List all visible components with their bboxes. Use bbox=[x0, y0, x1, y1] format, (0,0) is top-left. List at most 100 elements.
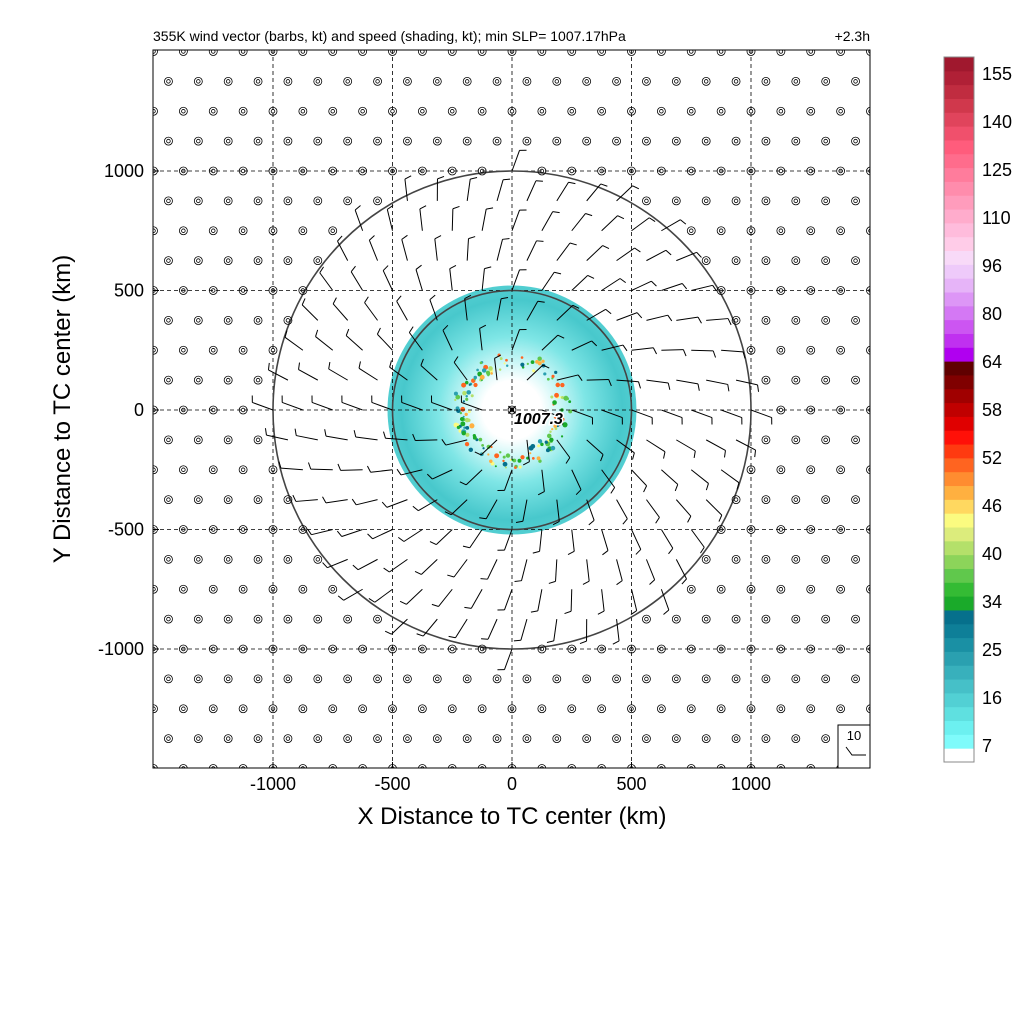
calm-marker bbox=[223, 614, 233, 624]
wind-barb-shaft bbox=[434, 238, 438, 261]
x-axis-label: X Distance to TC center (km) bbox=[358, 803, 667, 830]
calm-marker bbox=[462, 76, 472, 86]
wind-barb-shaft bbox=[389, 366, 408, 381]
calm-marker bbox=[300, 646, 306, 652]
calm-marker bbox=[238, 345, 248, 355]
calm-marker bbox=[166, 736, 171, 741]
eyewall-speckle bbox=[554, 392, 559, 398]
calm-marker bbox=[253, 375, 263, 385]
calm-marker bbox=[388, 106, 397, 116]
wind-barb-shaft bbox=[403, 529, 423, 542]
calm-marker bbox=[868, 109, 870, 114]
calm-marker bbox=[298, 286, 308, 295]
calm-marker bbox=[821, 435, 831, 445]
calm-marker bbox=[225, 736, 231, 741]
wind-barb-shaft bbox=[556, 181, 569, 202]
wind-barb-flag bbox=[396, 295, 402, 302]
wind-barb-flag bbox=[579, 640, 587, 645]
wind-barb-flag bbox=[742, 351, 746, 359]
eyewall-speckle bbox=[502, 459, 505, 463]
calm-marker bbox=[746, 50, 756, 56]
calm-marker bbox=[716, 525, 726, 534]
calm-marker bbox=[285, 616, 291, 622]
wind-barb-flag bbox=[444, 511, 452, 516]
calm-marker bbox=[238, 106, 248, 116]
calm-marker bbox=[240, 228, 246, 233]
calm-marker bbox=[701, 614, 711, 624]
eyewall-speckle bbox=[553, 424, 558, 428]
calm-marker bbox=[656, 704, 666, 714]
calm-marker bbox=[853, 79, 858, 84]
calm-marker bbox=[255, 377, 261, 383]
colorbar-cell bbox=[944, 609, 974, 625]
wind-barb-flag bbox=[420, 358, 424, 366]
calm-marker bbox=[836, 50, 846, 56]
calm-marker bbox=[703, 258, 709, 263]
calm-marker bbox=[791, 136, 801, 146]
colorbar-cell bbox=[944, 209, 974, 224]
calm-marker bbox=[537, 704, 547, 714]
wind-barb-flag bbox=[294, 428, 297, 436]
calm-marker bbox=[582, 674, 592, 684]
wind-barb-shaft bbox=[690, 529, 705, 548]
calm-marker bbox=[477, 704, 487, 714]
wind-barb-flag bbox=[415, 264, 422, 270]
colorbar-cell bbox=[944, 568, 974, 583]
wind-barb-flag bbox=[648, 217, 656, 222]
calm-marker bbox=[298, 644, 308, 654]
calm-marker bbox=[731, 76, 741, 86]
wind-barb-shaft bbox=[541, 211, 554, 231]
wind-barb-shaft bbox=[660, 529, 674, 549]
wind-barb-flag bbox=[602, 245, 610, 250]
calm-marker bbox=[868, 467, 870, 472]
calm-marker bbox=[866, 345, 870, 355]
calm-marker bbox=[373, 76, 382, 86]
calm-marker bbox=[283, 554, 293, 564]
calm-marker bbox=[253, 76, 263, 86]
calm-marker bbox=[776, 345, 786, 355]
calm-marker bbox=[166, 676, 171, 682]
wind-barb-shaft bbox=[631, 280, 652, 291]
calm-marker bbox=[196, 557, 201, 562]
calm-marker bbox=[838, 527, 843, 532]
eyewall-speckle bbox=[465, 397, 469, 401]
colorbar-cell bbox=[944, 499, 974, 514]
calm-marker bbox=[656, 50, 666, 56]
wind-barb-shaft bbox=[735, 439, 756, 451]
eyewall-speckle bbox=[481, 368, 487, 373]
calm-marker bbox=[193, 315, 203, 325]
calm-marker bbox=[838, 228, 843, 233]
calm-marker bbox=[315, 676, 321, 682]
wind-barb-shaft bbox=[526, 240, 537, 261]
calm-marker bbox=[328, 106, 338, 116]
wind-barb-flag bbox=[396, 468, 402, 476]
wind-barb-shaft bbox=[571, 340, 592, 351]
wind-barb-flag bbox=[292, 494, 297, 502]
wind-barb-shaft bbox=[526, 364, 544, 381]
calm-marker bbox=[390, 50, 395, 54]
calm-marker bbox=[686, 50, 696, 56]
wind-barb-shaft bbox=[691, 409, 713, 419]
wind-barb-flag bbox=[429, 294, 436, 301]
eyewall-speckle bbox=[453, 422, 459, 428]
calm-marker bbox=[313, 674, 323, 684]
wind-barb-shaft bbox=[396, 300, 408, 321]
calm-marker bbox=[701, 674, 711, 684]
wind-barb-flag bbox=[479, 517, 487, 520]
calm-marker bbox=[808, 527, 813, 532]
calm-marker bbox=[330, 50, 335, 54]
calm-marker bbox=[240, 527, 246, 532]
calm-marker bbox=[223, 554, 233, 564]
calm-marker bbox=[255, 557, 261, 562]
calm-marker bbox=[851, 76, 860, 86]
wind-barb-shaft bbox=[453, 559, 468, 578]
calm-marker bbox=[821, 614, 831, 624]
wind-barb-shaft bbox=[408, 332, 423, 351]
calm-marker bbox=[791, 495, 801, 505]
wind-barb-shaft bbox=[479, 328, 483, 351]
wind-barb-flag bbox=[537, 491, 545, 496]
calm-marker bbox=[225, 79, 231, 84]
wind-barb-shaft bbox=[311, 529, 333, 536]
calm-marker bbox=[763, 557, 769, 562]
calm-marker bbox=[689, 646, 694, 652]
